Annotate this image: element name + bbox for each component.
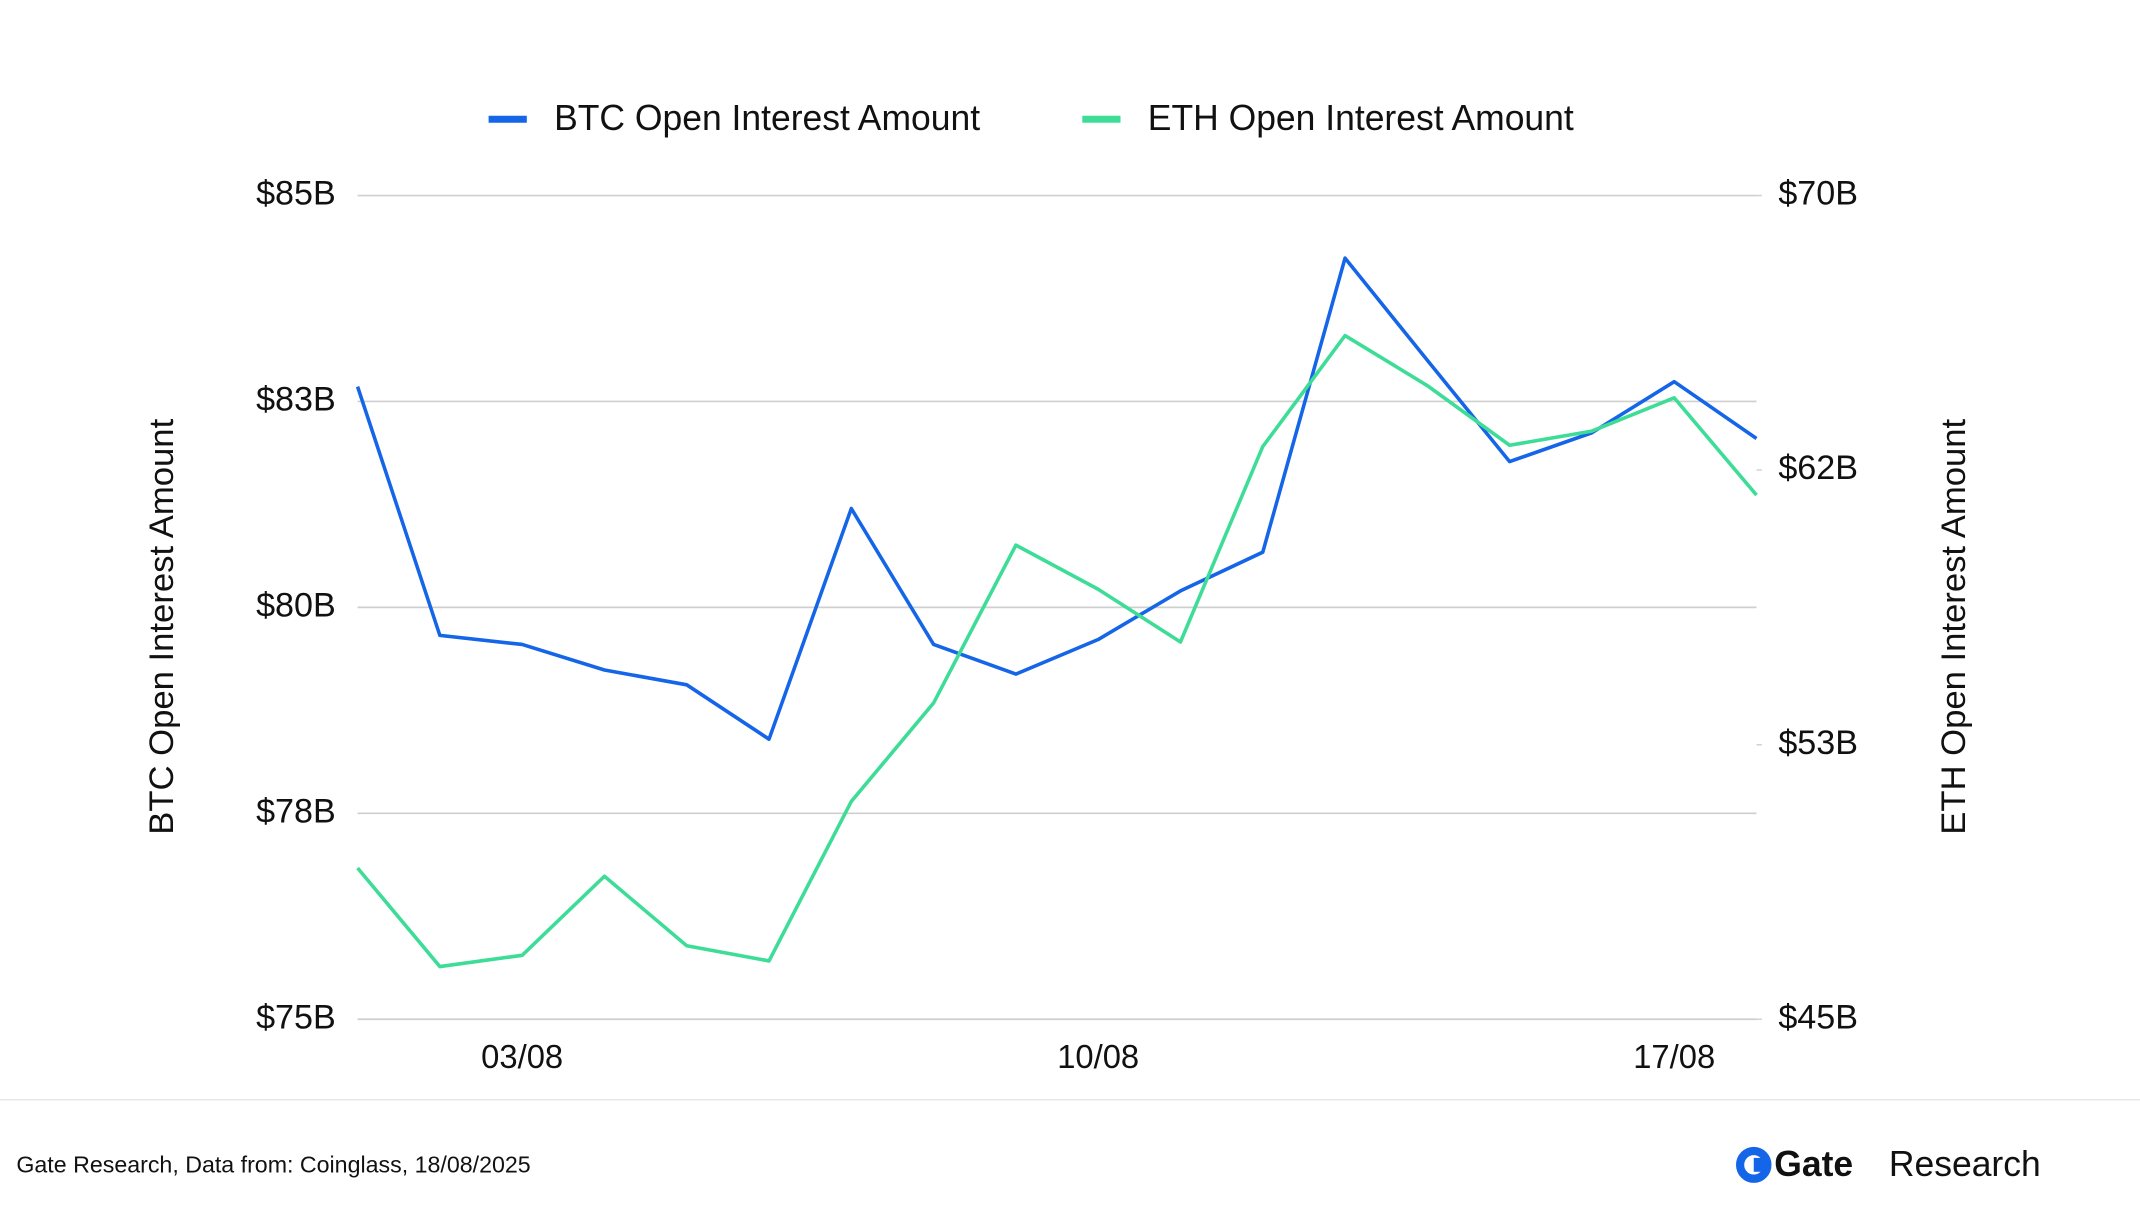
y-tick-label: $85B [256,174,336,212]
series-line [356,333,1758,969]
y-tick-label: $80B [256,586,336,624]
y2-axis-label: ETH Open Interest Amount [1935,418,1973,834]
y2-tick-label: $45B [1778,998,1858,1036]
y2-tick-label: $53B [1778,724,1858,762]
logo: Gate Research [1736,1144,2041,1184]
x-tick-label: 03/08 [481,1038,563,1075]
y-tick-label: $75B [256,998,336,1036]
brand-suffix: Research [1889,1144,2041,1184]
y-axis-label: BTC Open Interest Amount [143,418,181,834]
source-note: Gate Research, Data from: Coinglass, 18/… [16,1151,530,1177]
legend-label: ETH Open Interest Amount [1148,98,1574,138]
x-tick-label: 10/08 [1057,1038,1139,1075]
series-line [355,256,1758,741]
y-tick-label: $78B [256,792,336,830]
y2-tick-label: $62B [1778,449,1858,487]
y2-tick-label: $70B [1778,174,1858,212]
x-tick-label: 17/08 [1633,1038,1715,1075]
y-tick-label: $83B [256,380,336,418]
logo-icon [1753,1157,1768,1172]
brand: Gate [1774,1144,1853,1184]
legend-label: BTC Open Interest Amount [554,98,980,138]
